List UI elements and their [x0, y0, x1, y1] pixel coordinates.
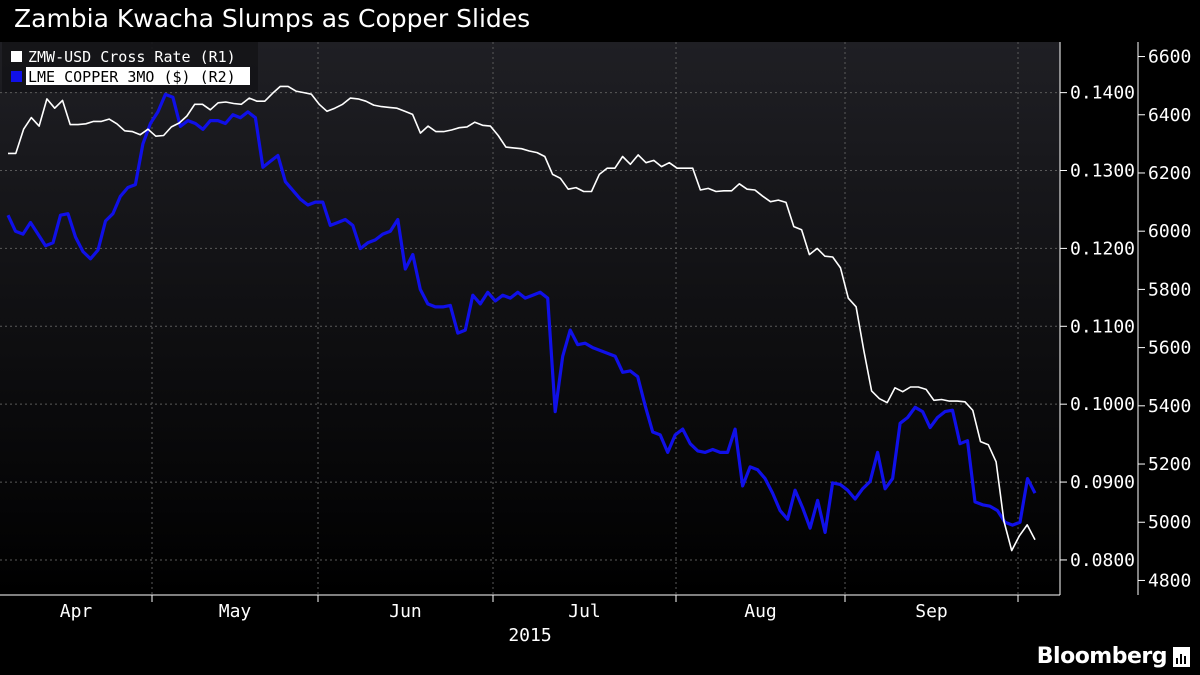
- axes: 0.0800 0.0900 0.1000 0.1100 0.1200 0.1300 0.14…: [0, 42, 1191, 646]
- r1-tick-label: 0.1000: [1070, 394, 1135, 415]
- zmw-series-line: [8, 85, 1036, 552]
- r2-tick-label: 6200: [1148, 163, 1191, 184]
- legend: ZMW-USD Cross Rate (R1) LME COPPER 3MO ($…: [2, 42, 258, 92]
- x-year-label: 2015: [508, 625, 551, 646]
- series-lines: [6, 85, 1037, 552]
- copper-series-line: [6, 92, 1037, 535]
- bloomberg-logo: Bloomberg: [1037, 644, 1190, 669]
- legend-swatch: [11, 51, 22, 62]
- x-tick-label: Sep: [915, 601, 948, 622]
- page-title: Zambia Kwacha Slumps as Copper Slides: [14, 4, 531, 33]
- legend-label: ZMW-USD Cross Rate (R1): [28, 48, 236, 66]
- legend-swatch: [11, 71, 22, 82]
- legend-label: LME COPPER 3MO ($) (R2): [28, 68, 236, 86]
- r1-tick-label: 0.1400: [1070, 83, 1135, 104]
- r2-tick-label: 5600: [1148, 338, 1191, 359]
- r2-tick-label: 6400: [1148, 105, 1191, 126]
- r2-tick-label: 5200: [1148, 454, 1191, 475]
- r1-tick-label: 0.0800: [1070, 550, 1135, 571]
- x-tick-label: Aug: [744, 601, 777, 622]
- r2-tick-label: 5000: [1148, 512, 1191, 533]
- x-tick-label: Jun: [389, 601, 422, 622]
- r2-tick-label: 6000: [1148, 221, 1191, 242]
- r2-tick-label: 5800: [1148, 279, 1191, 300]
- bar-chart-icon: [1173, 646, 1190, 667]
- grid-lines: [0, 42, 1060, 595]
- r1-tick-label: 0.1300: [1070, 161, 1135, 182]
- x-tick-label: Jul: [568, 601, 601, 622]
- r2-tick-label: 4800: [1148, 570, 1191, 591]
- r2-tick-label: 6600: [1148, 47, 1191, 68]
- x-tick-label: May: [219, 601, 252, 622]
- legend-highlight: [26, 67, 250, 85]
- x-tick-label: Apr: [60, 601, 93, 622]
- r2-tick-label: 5400: [1148, 396, 1191, 417]
- r1-tick-label: 0.0900: [1070, 472, 1135, 493]
- brand-name: Bloomberg: [1036, 644, 1168, 669]
- r1-tick-label: 0.1200: [1070, 238, 1135, 259]
- r1-tick-label: 0.1100: [1070, 316, 1135, 337]
- plot-area: [0, 42, 1060, 595]
